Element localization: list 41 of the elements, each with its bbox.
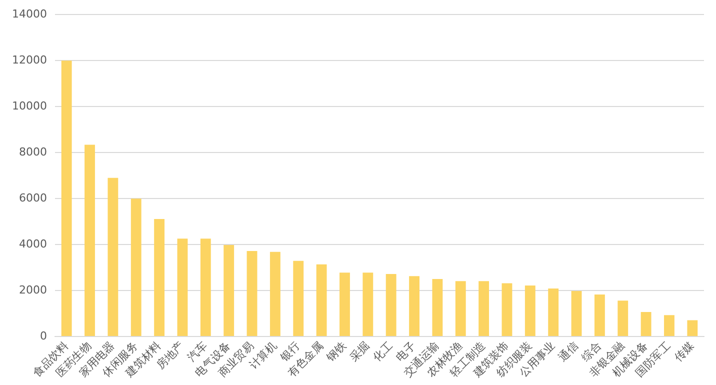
bar	[293, 260, 304, 336]
bar	[524, 286, 536, 336]
bar	[571, 291, 582, 336]
bar	[177, 238, 188, 336]
x-tick-label: 通信	[556, 339, 581, 364]
bar	[687, 320, 698, 336]
x-tick-label: 传媒	[672, 339, 697, 364]
y-tick-label: 14000	[12, 7, 47, 20]
bar	[432, 279, 443, 336]
bar	[340, 272, 350, 336]
y-tick-label: 6000	[18, 191, 47, 204]
bar	[84, 144, 95, 336]
bar	[594, 294, 605, 336]
y-tick-label: 2000	[18, 283, 47, 296]
x-tick-label: 钢铁	[323, 339, 349, 365]
bar	[640, 312, 652, 336]
bar	[200, 238, 211, 336]
y-tick-label: 10000	[12, 99, 47, 112]
bar	[386, 274, 396, 336]
bar	[154, 219, 165, 336]
bar	[455, 281, 466, 336]
bar	[409, 276, 420, 336]
bar	[61, 60, 72, 336]
bar	[478, 281, 490, 336]
bar	[130, 198, 142, 336]
bar	[316, 264, 327, 336]
bar	[502, 283, 512, 336]
y-tick-label: 12000	[12, 53, 47, 66]
bar	[246, 251, 258, 336]
y-tick-label: 0	[40, 329, 47, 342]
bar	[618, 300, 628, 336]
bar	[224, 245, 234, 336]
x-tick-label: 采掘	[347, 339, 372, 364]
bar	[108, 178, 118, 336]
bar	[664, 315, 674, 336]
bar	[548, 288, 559, 336]
x-tick-label: 化工	[370, 339, 396, 364]
y-tick-label: 4000	[18, 237, 47, 250]
bar	[270, 252, 280, 336]
y-tick-label: 8000	[18, 145, 47, 158]
bar	[362, 272, 374, 336]
